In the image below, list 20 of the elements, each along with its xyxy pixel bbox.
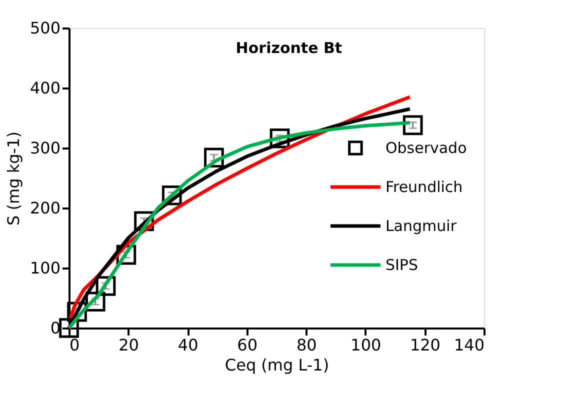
x-tick-label: 100 — [350, 336, 382, 354]
x-tick-label: 120 — [410, 336, 440, 354]
legend-label: Freundlich — [385, 178, 463, 196]
x-axis-title: Ceq (mg L-1) — [224, 356, 330, 374]
x-tick-label: 20 — [118, 336, 139, 354]
legend-label: SIPS — [385, 256, 418, 274]
x-tick-label: 0 — [70, 336, 80, 354]
y-tick-label: 300 — [30, 138, 60, 158]
y-tick-label: 200 — [30, 198, 60, 218]
y-tick-label: 100 — [30, 258, 60, 278]
x-tick-label: 60 — [237, 336, 258, 354]
x-tick-label: 80 — [296, 336, 317, 354]
legend-label: Observado — [385, 139, 467, 157]
y-tick-label: 500 — [30, 18, 60, 38]
y-tick-label: 400 — [30, 78, 60, 98]
y-axis-title: S (mg kg-1) — [4, 132, 23, 226]
x-tick-label: 140 — [454, 336, 484, 354]
legend-label: Langmuir — [385, 217, 458, 235]
x-tick-label: 40 — [178, 336, 198, 354]
text: Horizonte Bt — [236, 39, 342, 57]
